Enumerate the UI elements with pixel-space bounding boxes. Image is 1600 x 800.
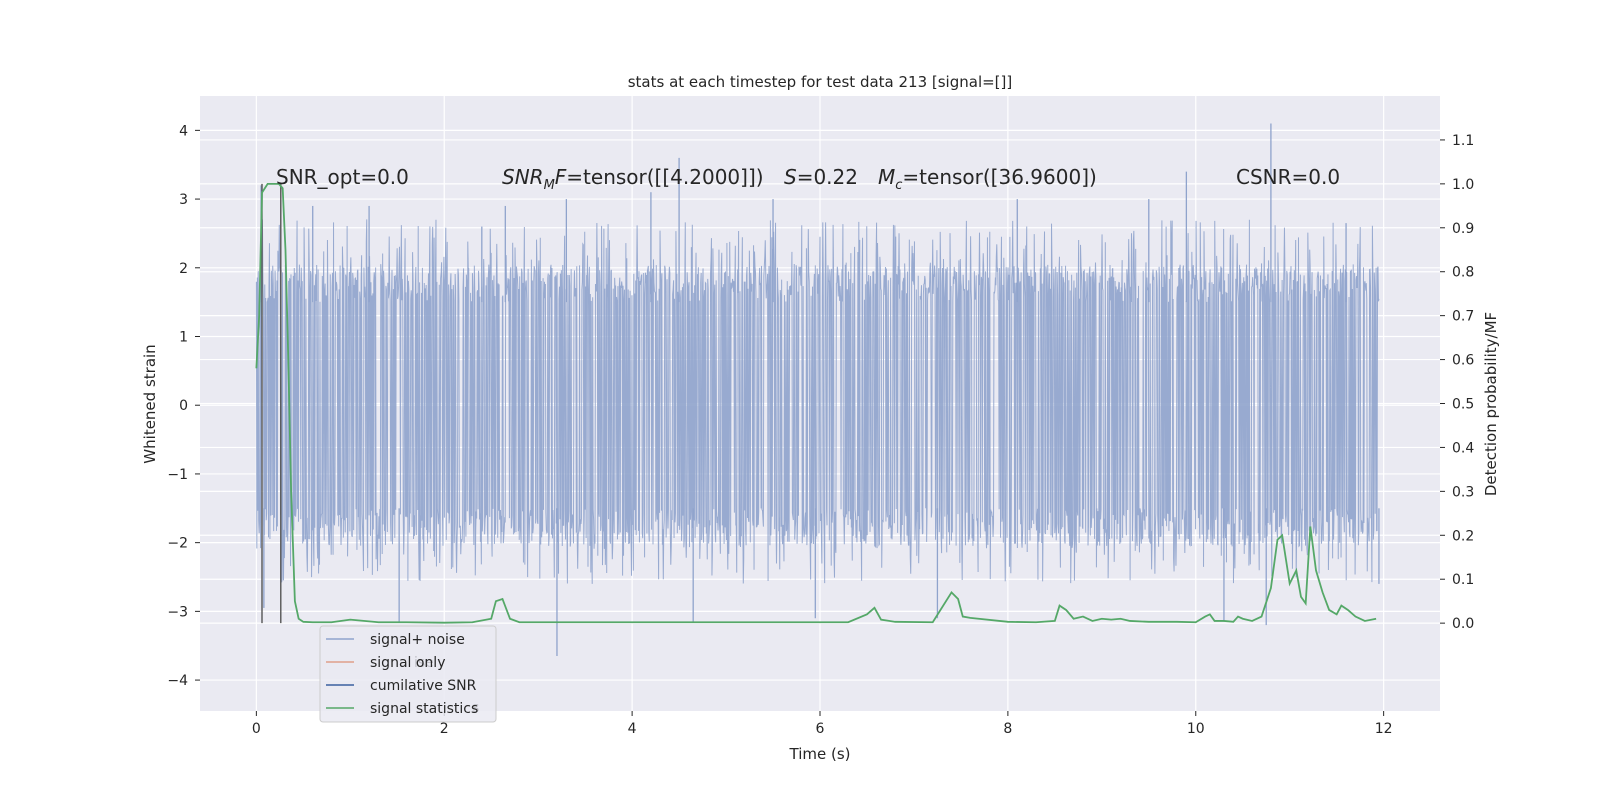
y2-tick-label: 0.4 bbox=[1452, 440, 1474, 456]
annotation-s: S=0.22 bbox=[784, 165, 858, 189]
signal-statistics-line bbox=[255, 182, 1377, 624]
y2-tick-label: 0.7 bbox=[1452, 309, 1474, 325]
snr-mf-subscript: M bbox=[544, 178, 555, 193]
y2-tick-label: 1.0 bbox=[1452, 177, 1474, 193]
legend-label-signal-only: signal only bbox=[370, 655, 445, 671]
x-tick-label: 2 bbox=[440, 721, 449, 737]
y2-tick-label: 0.1 bbox=[1452, 572, 1474, 588]
y-tick-label: 4 bbox=[179, 123, 188, 139]
x-tick-label: 8 bbox=[1003, 721, 1012, 737]
legend-ghost-text-a: ise bbox=[414, 655, 434, 671]
annotation-snr-opt: SNR_opt=0.0 bbox=[276, 165, 409, 189]
legend-frame bbox=[319, 625, 497, 723]
y2-tick-label: 0.8 bbox=[1452, 265, 1474, 281]
y-tick-label: 0 bbox=[179, 398, 188, 414]
y-tick-label: 2 bbox=[179, 261, 188, 277]
y-axis-label: Whitened strain bbox=[141, 344, 159, 463]
y-tick-label: −4 bbox=[167, 673, 188, 689]
y-tick-label: 3 bbox=[179, 192, 188, 208]
snr-mf-suffix: F bbox=[555, 165, 567, 189]
annotation-snr-mf: SNRMF=tensor([[4.2000]]) bbox=[502, 165, 764, 193]
x-tick-label: 10 bbox=[1187, 721, 1205, 737]
y-tick-label: 1 bbox=[179, 330, 188, 346]
mc-label: M bbox=[878, 165, 895, 189]
s-label: S bbox=[784, 165, 797, 189]
y2-tick-label: 0.2 bbox=[1452, 528, 1474, 544]
y2-tick-label: 0.3 bbox=[1452, 484, 1474, 500]
y-tick-label: −1 bbox=[167, 467, 188, 483]
mc-subscript: c bbox=[895, 178, 902, 193]
x-axis-label: Time (s) bbox=[789, 745, 851, 763]
signal-noise-line bbox=[255, 219, 1380, 584]
x-tick-label: 6 bbox=[816, 721, 825, 737]
chart-title: stats at each timestep for test data 213… bbox=[628, 73, 1013, 91]
snr-mf-prefix: SNR bbox=[502, 165, 544, 189]
y2-tick-label: 1.1 bbox=[1452, 133, 1474, 149]
y2-tick-label: 0.9 bbox=[1452, 221, 1474, 237]
y2-axis-label: Detection probability/MF bbox=[1482, 312, 1500, 496]
y-tick-label: −3 bbox=[167, 604, 188, 620]
s-value: =0.22 bbox=[797, 165, 858, 189]
legend-ghost-text-b: s bbox=[472, 700, 479, 716]
y2-tick-label: 0.6 bbox=[1452, 353, 1474, 369]
axis-ticks: 0 2 4 6 8 10 12−4−3−2−1012340.00.10.20.30.40.5… bbox=[167, 123, 1474, 737]
legend: ise s signal+ noise signal only cumilati… bbox=[319, 625, 497, 723]
y2-tick-label: 0.5 bbox=[1452, 397, 1474, 413]
signal-statistics-series bbox=[255, 182, 1377, 624]
y2-tick-label: 0.0 bbox=[1452, 616, 1474, 632]
annotation-csnr: CSNR=0.0 bbox=[1236, 165, 1340, 189]
legend-label-cumulative-snr: cumilative SNR bbox=[370, 678, 477, 694]
annotation-mc: Mc=tensor([36.9600]) bbox=[878, 165, 1097, 193]
mc-value: =tensor([36.9600]) bbox=[902, 165, 1096, 189]
x-tick-label: 4 bbox=[628, 721, 637, 737]
x-tick-label: 0 bbox=[252, 721, 261, 737]
vertical-markers bbox=[261, 183, 282, 624]
legend-label-signal-statistics: signal statistics bbox=[370, 701, 478, 717]
snr-mf-value: =tensor([[4.2000]]) bbox=[566, 165, 763, 189]
signal-noise-series bbox=[255, 123, 1380, 657]
x-tick-label: 12 bbox=[1375, 721, 1393, 737]
y-tick-label: −2 bbox=[167, 536, 188, 552]
legend-label-signal-noise: signal+ noise bbox=[370, 632, 465, 648]
